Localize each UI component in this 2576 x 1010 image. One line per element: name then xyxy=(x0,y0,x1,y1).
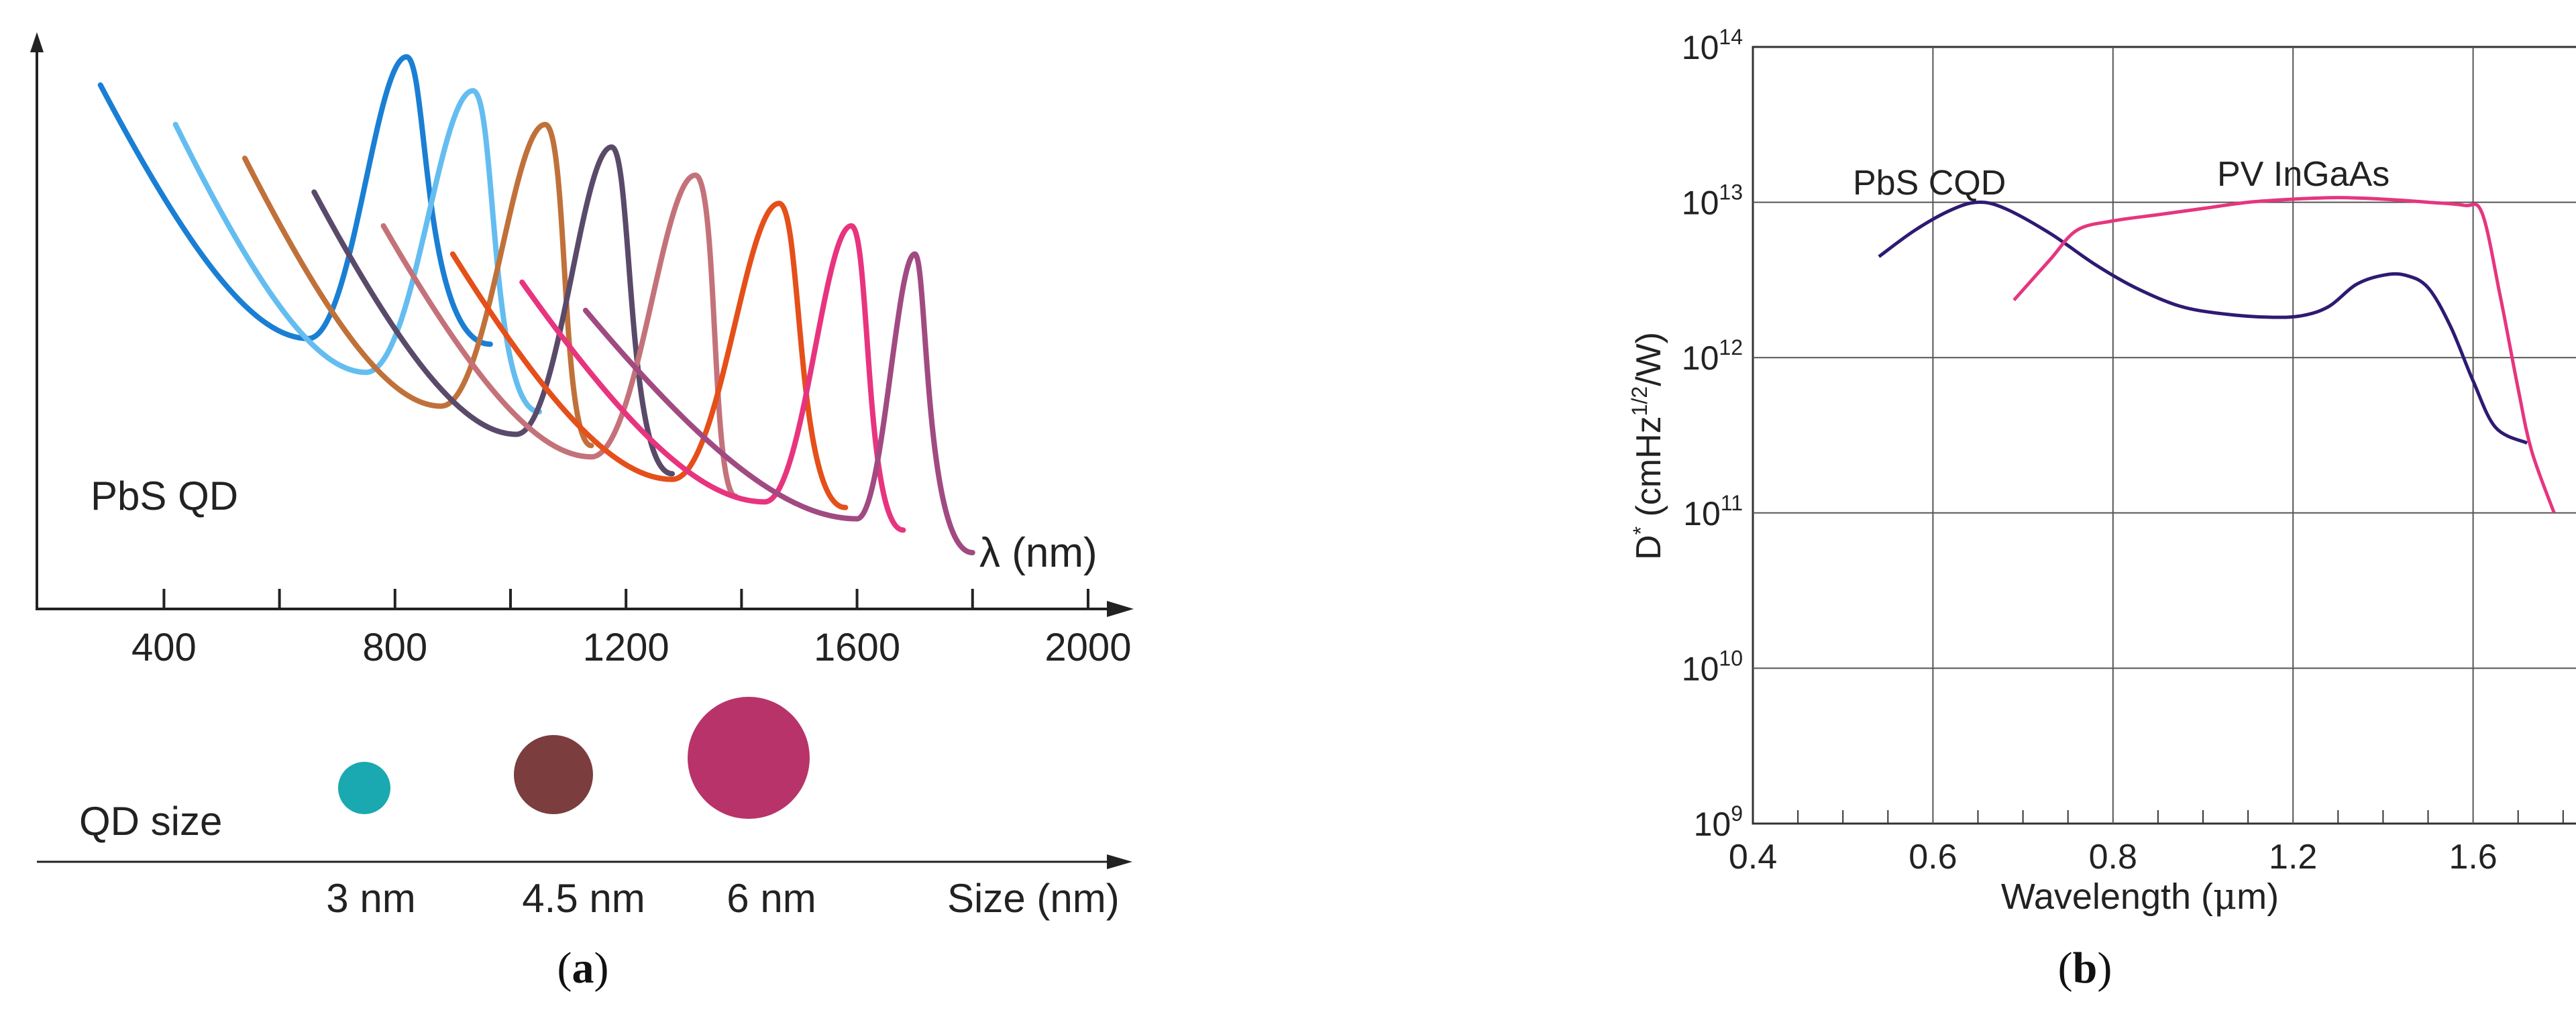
spectra-x-tick-label: 1200 xyxy=(583,626,669,669)
qd-dot-6nm xyxy=(688,697,810,819)
spectra-x-arrowhead xyxy=(1107,601,1134,617)
spectra-curve-7 xyxy=(519,223,906,533)
detectivity-y-tick-label: 1012 xyxy=(1682,335,1743,377)
spectra-x-axis-label: λ (nm) xyxy=(979,530,1097,576)
detectivity-y-axis-label: D* (cmHz1/2/W) xyxy=(1627,332,1668,560)
panel-a-label: (a) xyxy=(557,944,609,993)
panel-b-detectivity: 0.40.60.81.21.62.0 109101010111012101310… xyxy=(1627,25,2576,917)
spectra-curve-4 xyxy=(311,144,676,477)
size-axis-arrowhead xyxy=(1107,854,1132,869)
size-inline-label: QD size xyxy=(79,799,222,844)
size-x-axis-label: Size (nm) xyxy=(947,876,1120,921)
qd-size-label-6nm: 6 nm xyxy=(727,876,816,921)
spectra-x-tick-label: 2000 xyxy=(1044,626,1131,669)
spectra-curve-8 xyxy=(582,251,975,555)
detectivity-series-pv-ingaas xyxy=(2012,196,2556,514)
detectivity-x-tick-label: 0.6 xyxy=(1909,838,1957,877)
detectivity-series-pbs-cqd xyxy=(1878,201,2528,445)
detectivity-x-ticks: 0.40.60.81.21.62.0 xyxy=(1729,810,2564,877)
spectra-inline-label: PbS QD xyxy=(91,473,238,518)
detectivity-x-tick-label: 0.4 xyxy=(1729,838,1777,877)
spectra-curves xyxy=(97,54,975,555)
series-label-pv-ingaas: PV InGaAs xyxy=(2217,155,2390,194)
detectivity-y-tick-label: 1013 xyxy=(1682,180,1743,222)
qd-size-label-3nm: 3 nm xyxy=(326,876,415,921)
detectivity-grid xyxy=(1753,47,2576,824)
spectra-y-arrowhead xyxy=(30,32,44,52)
panel-a-size: QD size 3 nm 4.5 nm 6 nm Size (nm) xyxy=(37,697,1132,921)
detectivity-series xyxy=(1878,196,2556,514)
detectivity-x-axis-label: Wavelength (μm) xyxy=(2001,875,2279,917)
detectivity-y-tick-label: 109 xyxy=(1694,801,1743,843)
detectivity-x-tick-label: 0.8 xyxy=(2089,838,2137,877)
detectivity-x-tick-label: 1.2 xyxy=(2269,838,2317,877)
qd-size-label-4-5nm: 4.5 nm xyxy=(522,876,645,921)
spectra-x-tick-label: 1600 xyxy=(814,626,900,669)
spectra-curve-3 xyxy=(241,121,594,449)
spectra-curve-6 xyxy=(449,201,849,510)
panel-b-label: (b) xyxy=(2058,944,2112,993)
panel-a-spectra: 400 800 1200 1600 2000 PbS QD λ (nm) xyxy=(30,32,1134,669)
spectra-curve-5 xyxy=(380,172,739,499)
spectra-x-tick-label: 800 xyxy=(362,626,427,669)
spectra-x-tick-label: 400 xyxy=(131,626,197,669)
detectivity-y-tick-label: 1011 xyxy=(1683,491,1743,532)
qd-dot-4-5nm xyxy=(514,735,593,814)
detectivity-y-tick-label: 1014 xyxy=(1682,25,1743,66)
detectivity-y-tick-label: 1010 xyxy=(1682,646,1743,687)
series-label-pbs-cqd: PbS CQD xyxy=(1853,164,2006,203)
spectra-curve-2 xyxy=(172,88,543,414)
detectivity-y-tick-labels: 109 1010 1011 1012 1013 1014 xyxy=(1682,25,1743,843)
spectra-x-ticks: 400 800 1200 1600 2000 xyxy=(131,589,1131,669)
qd-dot-3nm xyxy=(338,762,390,814)
detectivity-x-tick-label: 1.6 xyxy=(2449,838,2497,877)
